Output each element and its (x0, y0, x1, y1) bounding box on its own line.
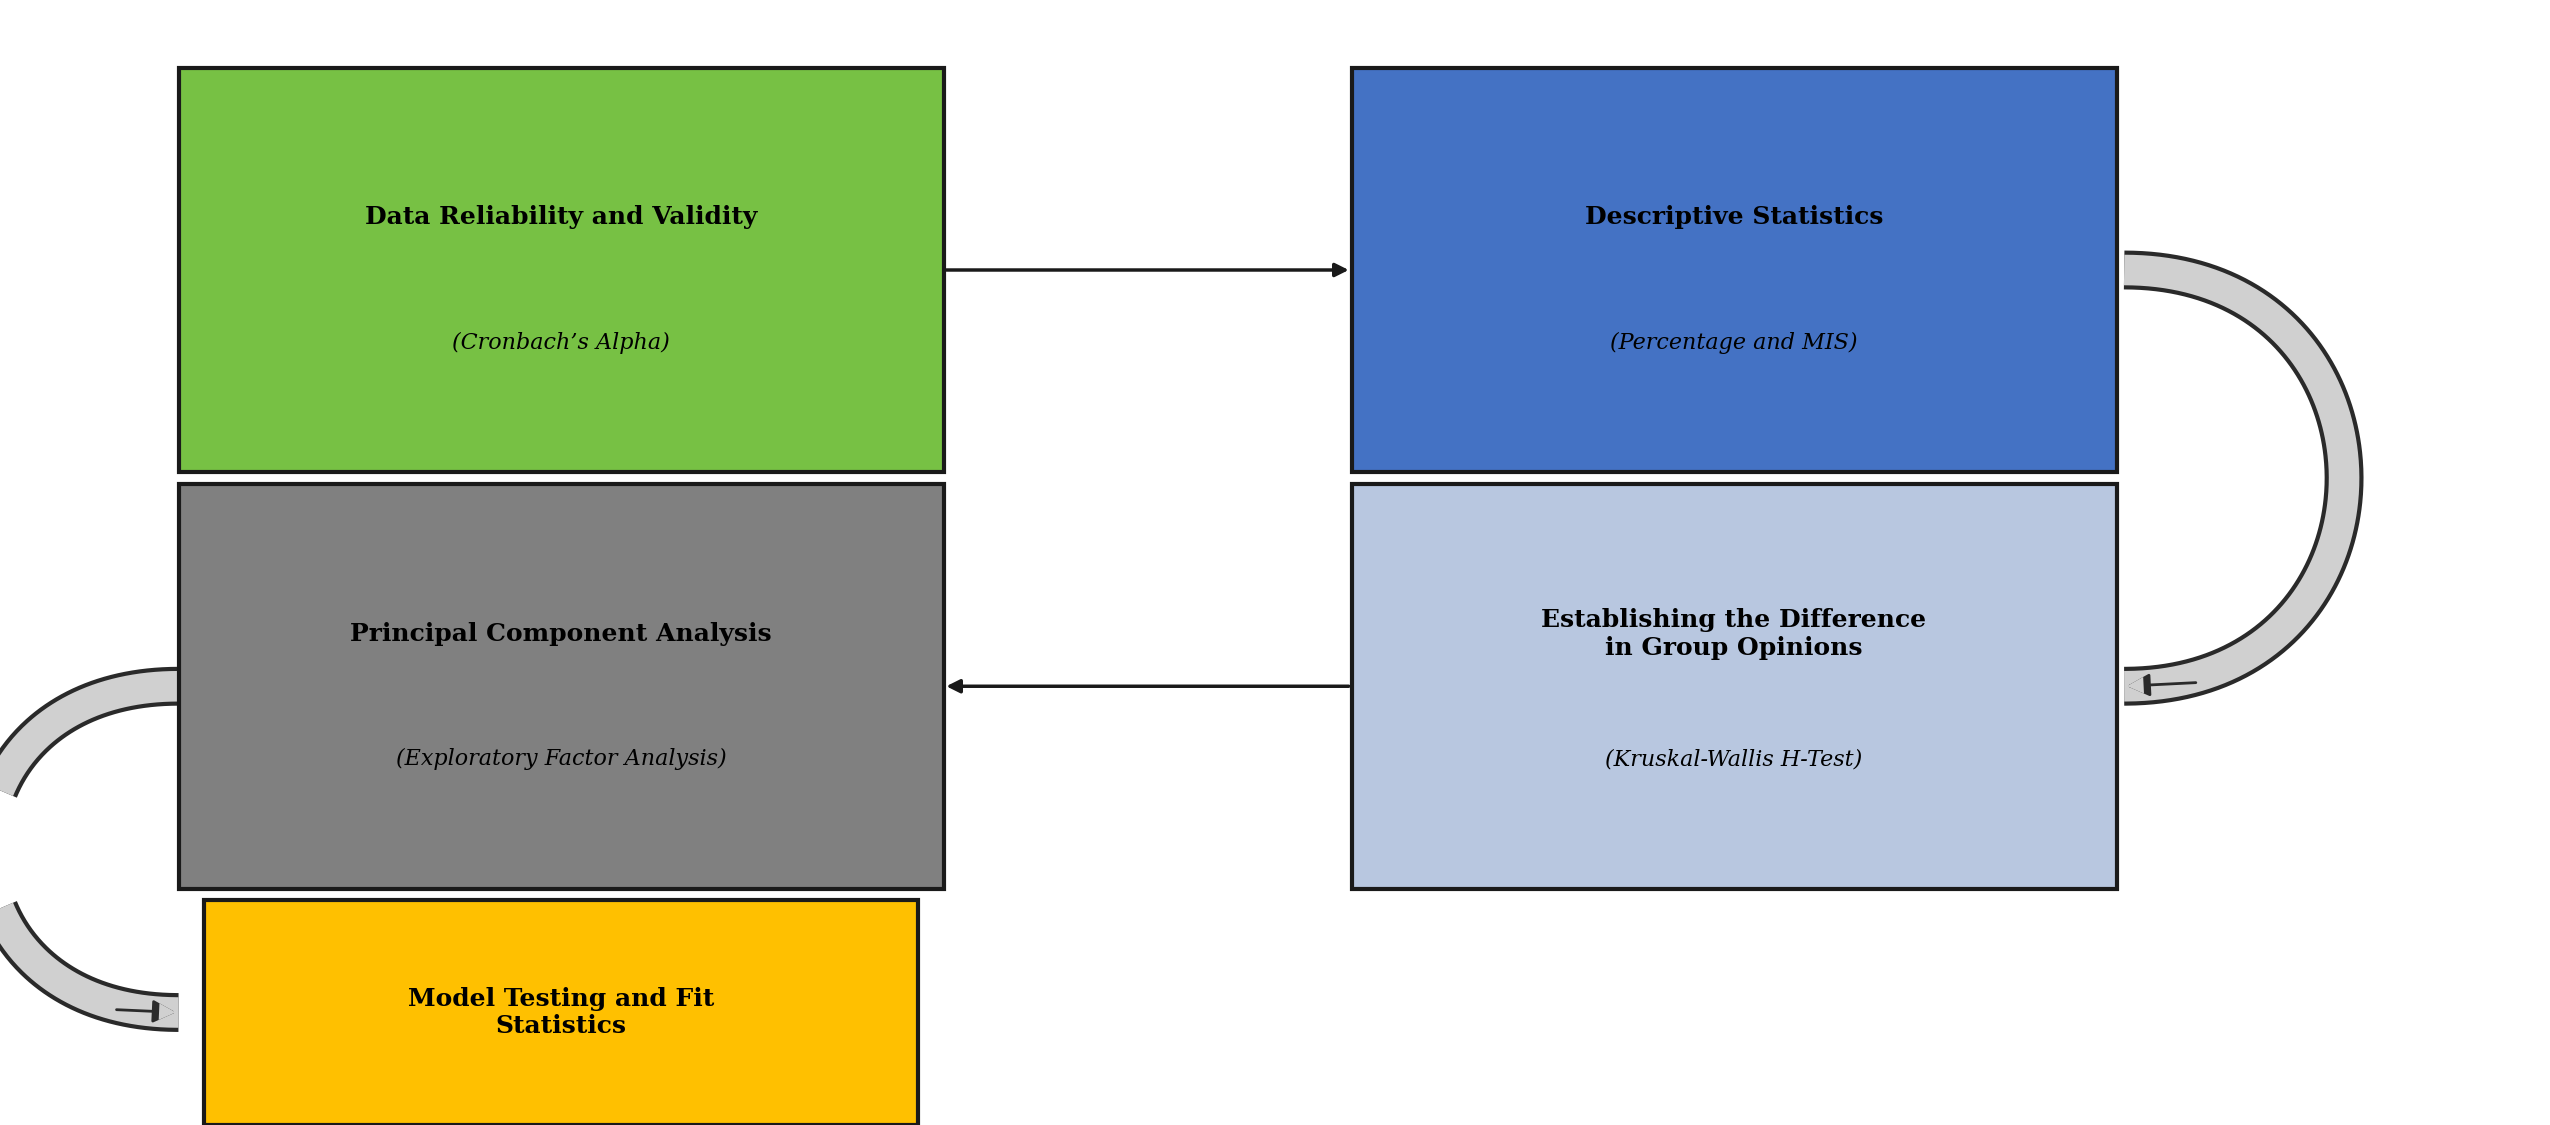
Text: Model Testing and Fit
Statistics: Model Testing and Fit Statistics (408, 987, 714, 1038)
FancyBboxPatch shape (179, 68, 944, 472)
Text: Establishing the Difference
in Group Opinions: Establishing the Difference in Group Opi… (1540, 608, 1928, 659)
FancyBboxPatch shape (179, 484, 944, 889)
FancyBboxPatch shape (1352, 484, 2116, 889)
Text: Descriptive Statistics: Descriptive Statistics (1584, 206, 1884, 230)
Text: Data Reliability and Validity: Data Reliability and Validity (365, 206, 757, 230)
Text: Principal Component Analysis: Principal Component Analysis (349, 622, 773, 646)
Text: (Cronbach’s Alpha): (Cronbach’s Alpha) (451, 332, 671, 354)
Text: (Exploratory Factor Analysis): (Exploratory Factor Analysis) (395, 748, 727, 771)
FancyBboxPatch shape (1352, 68, 2116, 472)
Text: (Kruskal-Wallis H-Test): (Kruskal-Wallis H-Test) (1606, 748, 1862, 771)
Text: (Percentage and MIS): (Percentage and MIS) (1609, 332, 1859, 354)
FancyBboxPatch shape (204, 900, 918, 1125)
